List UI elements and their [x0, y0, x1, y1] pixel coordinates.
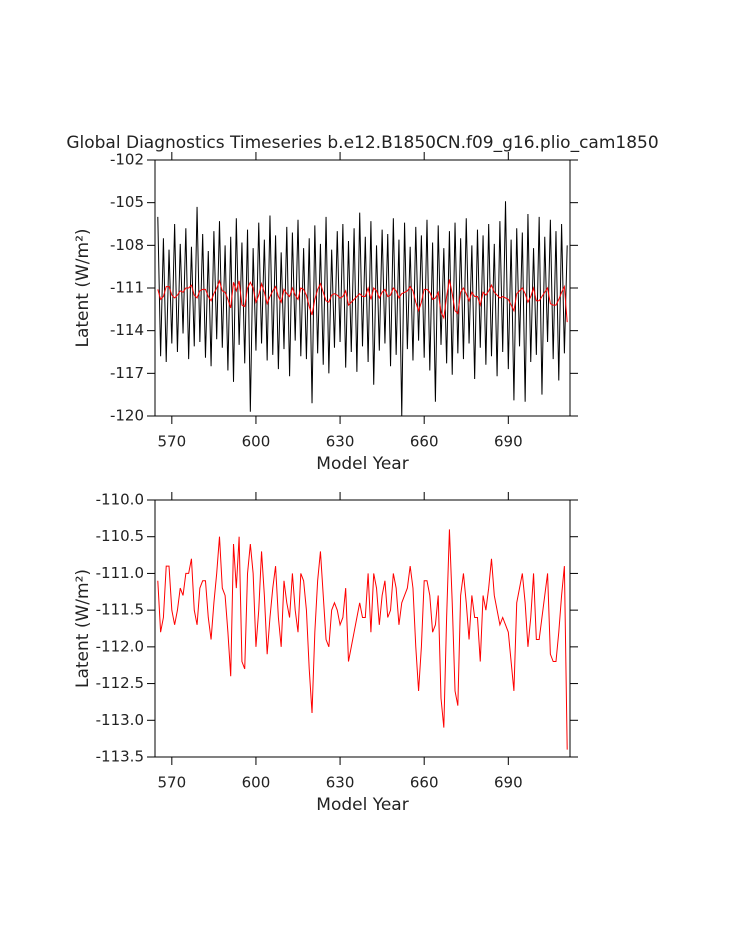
y-tick-label: -102 — [110, 151, 144, 169]
y-tick-label: -112.0 — [96, 637, 144, 655]
y-tick-label: -112.5 — [96, 674, 144, 692]
x-tick-label: 570 — [158, 433, 187, 451]
y-tick-label: -110.0 — [96, 491, 144, 509]
y-axis-label: Latent (W/m²) — [73, 569, 93, 688]
plot-frame — [154, 499, 571, 758]
y-tick-label: -111.0 — [96, 564, 144, 582]
y-tick-label: -108 — [110, 236, 144, 254]
y-tick-label: -120 — [110, 407, 144, 425]
y-tick-label: -105 — [110, 193, 144, 211]
x-tick-label: 570 — [158, 774, 187, 792]
x-tick-label: 690 — [494, 774, 523, 792]
x-tick-label: 630 — [326, 433, 355, 451]
x-tick-label: 600 — [242, 774, 271, 792]
x-tick-label: 660 — [410, 774, 439, 792]
x-tick-label: 630 — [326, 774, 355, 792]
y-tick-label: -110.5 — [96, 527, 144, 545]
x-tick-label: 600 — [242, 433, 271, 451]
x-axis-label: Model Year — [316, 454, 408, 474]
y-tick-label: -117 — [110, 364, 144, 382]
chart-title: Global Diagnostics Timeseries b.e12.B185… — [66, 133, 658, 153]
data-line — [157, 201, 568, 417]
x-tick-label: 660 — [410, 433, 439, 451]
y-tick-label: -113.0 — [96, 711, 144, 729]
y-tick-label: -113.5 — [96, 748, 144, 766]
plot-frame — [154, 159, 571, 417]
y-tick-label: -111 — [110, 279, 144, 297]
data-line — [157, 279, 568, 323]
y-axis-label: Latent (W/m²) — [73, 228, 93, 347]
data-line — [157, 529, 568, 750]
x-tick-label: 690 — [494, 433, 523, 451]
y-tick-label: -114 — [110, 321, 144, 339]
x-axis-label: Model Year — [316, 795, 408, 815]
y-tick-label: -111.5 — [96, 601, 144, 619]
